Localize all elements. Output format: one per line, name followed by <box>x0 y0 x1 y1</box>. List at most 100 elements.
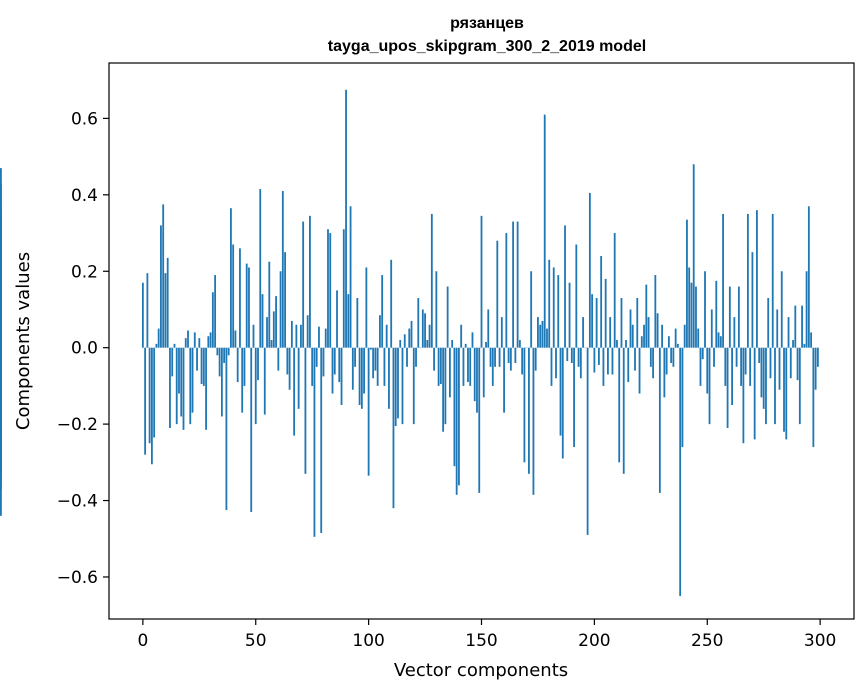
bar-124 <box>421 309 424 348</box>
bar-263 <box>735 347 738 367</box>
bar-294 <box>805 271 808 348</box>
bar-192 <box>575 244 578 348</box>
bar-76 <box>313 347 316 537</box>
bar-132 <box>439 347 442 384</box>
bar-70 <box>299 324 302 348</box>
bar-56 <box>268 261 271 348</box>
bar-107 <box>383 347 386 386</box>
bar-152 <box>485 341 487 348</box>
bar-84 <box>331 347 334 394</box>
bar-254 <box>715 280 718 348</box>
bar-199 <box>591 294 594 348</box>
bar-257 <box>722 213 724 348</box>
bar-78 <box>318 326 320 348</box>
bar-167 <box>518 340 521 348</box>
bar-250 <box>706 347 709 394</box>
bar-66 <box>290 320 293 348</box>
bar-211 <box>618 347 621 463</box>
bar-39 <box>230 208 232 348</box>
bar-223 <box>645 284 648 348</box>
bar-75 <box>311 347 314 386</box>
bar-281 <box>776 309 779 348</box>
bar-290 <box>796 347 799 381</box>
bar-267 <box>744 347 747 375</box>
bar-92 <box>349 206 352 348</box>
bar-86 <box>336 290 338 348</box>
bar-127 <box>428 324 431 348</box>
bar-67 <box>293 347 296 436</box>
bar-285 <box>785 347 788 440</box>
y-tick-label: 0.4 <box>71 186 98 206</box>
x-tick-label: 300 <box>804 631 836 651</box>
bar-156 <box>494 347 496 367</box>
bar-53 <box>261 294 264 348</box>
bar-185 <box>559 347 562 436</box>
bar-222 <box>643 324 645 348</box>
bar-63 <box>284 252 286 348</box>
y-tick-label: 0.0 <box>71 339 98 359</box>
x-axis-ticks: 0 50 100 150 200 250 300 <box>137 619 836 651</box>
bar-251 <box>708 347 711 425</box>
bar-166 <box>516 221 519 348</box>
bar-297 <box>812 347 815 448</box>
bar-181 <box>550 347 553 386</box>
bar-270 <box>751 252 754 348</box>
bar-97 <box>360 347 363 409</box>
y-tick-label: −0.6 <box>57 568 98 588</box>
bar-193 <box>577 347 580 367</box>
bar-136 <box>448 347 451 398</box>
bar-187 <box>564 225 566 348</box>
bar-5 <box>153 347 156 438</box>
bar-93 <box>351 347 354 390</box>
bar-291 <box>798 347 801 425</box>
bar-79 <box>320 347 323 534</box>
bar-184 <box>557 275 560 348</box>
bar-68 <box>295 324 298 348</box>
bar-163 <box>509 347 512 371</box>
bar-140 <box>458 347 460 486</box>
bar-298 <box>814 347 817 390</box>
bar-295 <box>807 206 810 348</box>
bar-139 <box>455 347 458 495</box>
bar-259 <box>726 347 729 428</box>
bar-216 <box>629 309 632 348</box>
bars-group <box>0 89 819 597</box>
bar-38 <box>227 347 230 356</box>
bar-113 <box>397 347 399 419</box>
bar-217 <box>631 324 634 348</box>
bar-138 <box>453 347 456 467</box>
bar-176 <box>539 324 542 348</box>
bar-29 <box>207 336 210 348</box>
bar-288 <box>792 340 794 348</box>
bar-147 <box>473 347 476 402</box>
bar-20 <box>187 330 189 348</box>
bar-227 <box>654 275 657 348</box>
bar-277 <box>767 298 770 348</box>
bar-162 <box>507 347 510 363</box>
bar-48 <box>250 347 253 513</box>
bar-173 <box>532 347 535 495</box>
x-tick-label: 150 <box>465 631 497 651</box>
bar-74 <box>309 215 311 348</box>
bar-157 <box>496 240 499 348</box>
bar-32 <box>214 275 217 348</box>
bar-118 <box>408 328 411 348</box>
bar-160 <box>503 347 505 413</box>
bar-111 <box>392 347 395 509</box>
bar-28 <box>205 347 207 430</box>
bar-168 <box>521 347 524 375</box>
bar-237 <box>677 343 679 348</box>
x-tick-label: 0 <box>137 631 148 651</box>
bar-248 <box>701 347 704 360</box>
bar-10 <box>164 273 167 348</box>
bar-129 <box>433 347 435 371</box>
bar-102 <box>372 347 375 379</box>
bar-77 <box>315 347 318 367</box>
bar-106 <box>381 275 384 348</box>
bar-265 <box>740 347 743 386</box>
bar-219 <box>636 298 639 348</box>
bar-279 <box>771 213 774 348</box>
bar-238 <box>679 347 682 597</box>
bar-18 <box>182 347 185 430</box>
